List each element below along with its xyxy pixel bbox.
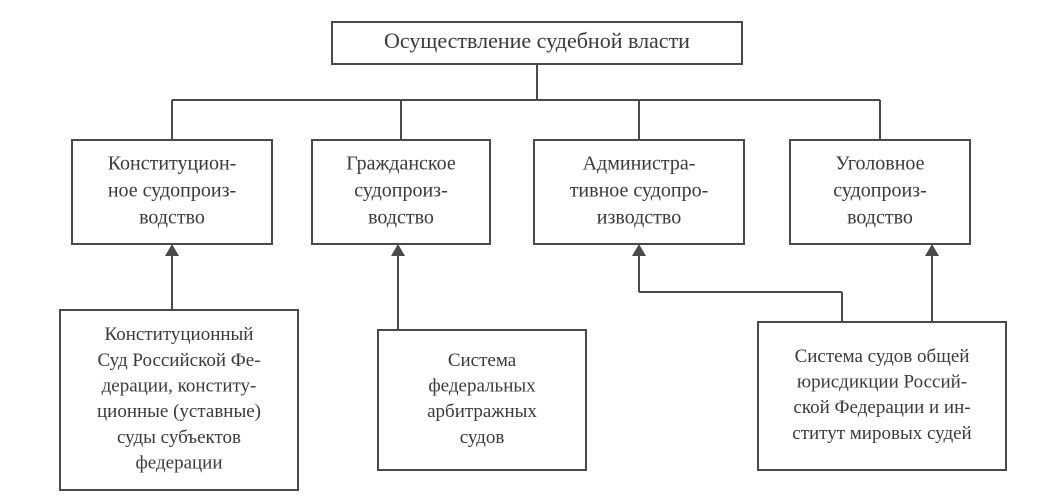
mid-box-grazh-line-1: судопроиз-	[354, 180, 448, 202]
bottom-box-konst_court: Конституционный Суд Российской Фе-дерации…	[60, 310, 298, 490]
mid-box-ugol-line-2: водство	[847, 207, 913, 229]
title-box-line-0: Осуществление судебной власти	[384, 28, 690, 53]
mid-box-konst-line-1: ное судопроиз-	[108, 180, 236, 202]
mid-box-admin-line-0: Администра-	[583, 153, 696, 175]
mid-box-admin-line-1: тивное судопро-	[570, 180, 709, 202]
mid-box-grazh-line-2: водство	[368, 207, 434, 229]
bottom-box-general-line-3: ститут мировых судей	[792, 423, 971, 444]
bottom-box-general: Система судов общей юрисдикции Россий-ско…	[758, 322, 1006, 470]
bottom-box-arbitr: Система федеральных арбитражных судов	[378, 330, 586, 470]
mid-box-admin-line-2: изводство	[597, 207, 681, 229]
bottom-box-konst_court-line-5: федерации	[135, 452, 222, 473]
bottom-box-general-line-2: ской Федерации и ин-	[793, 397, 970, 418]
mid-box-grazh-line-0: Гражданское	[346, 153, 456, 175]
tree-connectors	[172, 64, 880, 140]
mid-box-konst-line-2: водство	[139, 207, 205, 229]
mid-box-admin: Администра-тивное судопро-изводство	[534, 140, 744, 244]
mid-box-ugol: Уголовное судопроиз-водство	[790, 140, 970, 244]
bottom-box-arbitr-line-0: Система	[448, 350, 517, 371]
mid-box-ugol-line-0: Уголовное	[835, 153, 924, 175]
bottom-box-general-line-0: Система судов общей	[795, 346, 970, 367]
bottom-box-arbitr-line-2: арбитражных	[427, 401, 537, 422]
bottom-box-konst_court-line-0: Конституционный	[105, 324, 254, 345]
bottom-box-general-line-1: юрисдикции Россий-	[797, 372, 967, 393]
mid-box-konst: Конституцион-ное судопроиз-водство	[72, 140, 272, 244]
bottom-box-arbitr-line-3: судов	[460, 427, 505, 448]
mid-box-grazh: Гражданское судопроиз-водство	[312, 140, 490, 244]
bottom-box-konst_court-line-2: дерации, конститу-	[102, 376, 257, 397]
mid-box-konst-line-0: Конституцион-	[108, 153, 237, 175]
bottom-box-konst_court-line-3: ционные (уставные)	[97, 401, 261, 422]
bottom-box-konst_court-line-4: суды субъектов	[117, 427, 241, 448]
title-box: Осуществление судебной власти	[332, 22, 742, 64]
mid-box-ugol-line-1: судопроиз-	[833, 180, 927, 202]
bottom-box-konst_court-line-1: Суд Российской Фе-	[97, 350, 260, 371]
bottom-box-arbitr-line-1: федеральных	[428, 376, 536, 397]
